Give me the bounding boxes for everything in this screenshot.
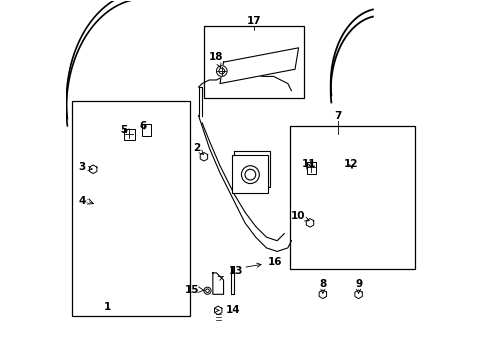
- Text: 7: 7: [334, 111, 342, 121]
- Text: 4: 4: [79, 197, 86, 206]
- FancyBboxPatch shape: [307, 162, 316, 174]
- Text: 9: 9: [355, 279, 362, 293]
- FancyBboxPatch shape: [204, 26, 304, 98]
- Text: 12: 12: [344, 159, 359, 169]
- Text: 10: 10: [291, 211, 309, 221]
- Polygon shape: [231, 266, 234, 294]
- Text: 18: 18: [209, 52, 223, 68]
- Text: 13: 13: [218, 266, 244, 280]
- Polygon shape: [319, 290, 327, 298]
- Bar: [232, 155, 268, 193]
- Polygon shape: [213, 273, 223, 294]
- Text: 5: 5: [120, 125, 127, 135]
- Text: 2: 2: [193, 143, 203, 154]
- Text: 14: 14: [215, 305, 240, 315]
- Text: 16: 16: [246, 257, 282, 267]
- Text: 1: 1: [104, 302, 111, 312]
- Circle shape: [217, 66, 227, 76]
- Polygon shape: [306, 219, 314, 227]
- Text: 6: 6: [140, 121, 147, 131]
- Polygon shape: [355, 290, 362, 298]
- FancyBboxPatch shape: [124, 129, 135, 140]
- Text: 8: 8: [319, 279, 326, 293]
- FancyBboxPatch shape: [290, 126, 415, 269]
- Text: 11: 11: [302, 159, 317, 169]
- FancyBboxPatch shape: [72, 102, 190, 316]
- Polygon shape: [220, 48, 298, 84]
- Text: 17: 17: [246, 16, 261, 26]
- Polygon shape: [90, 165, 97, 174]
- FancyBboxPatch shape: [143, 124, 151, 136]
- Text: ◁: ◁: [84, 198, 90, 204]
- Text: 15: 15: [185, 285, 199, 295]
- Text: 3: 3: [79, 162, 92, 172]
- Polygon shape: [200, 153, 208, 161]
- Polygon shape: [215, 306, 222, 315]
